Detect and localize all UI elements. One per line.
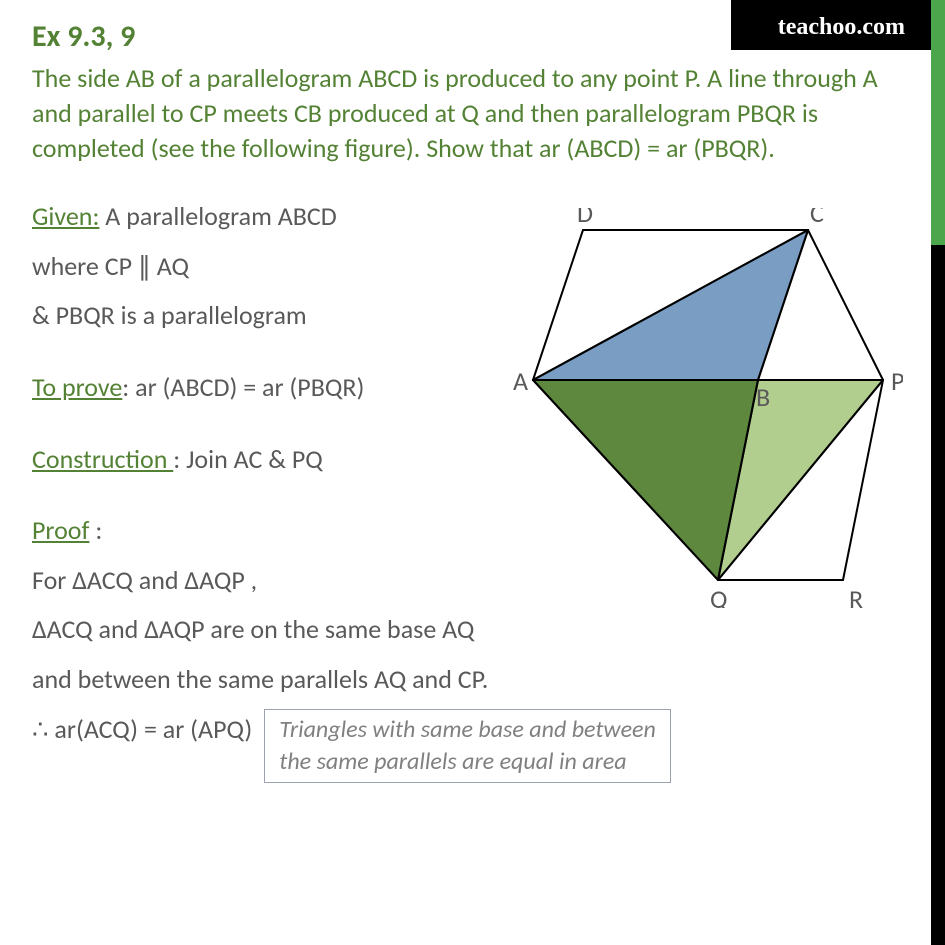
note-line-1: Triangles with same base and between <box>279 714 656 746</box>
construction-label: Construction <box>32 443 173 475</box>
proof-line-4: ∴ ar(ACQ) = ar (APQ) <box>32 709 252 751</box>
svg-text:D: D <box>577 208 593 229</box>
proof-line-2: ∆ACQ and ∆AQP are on the same base AQ <box>32 609 905 651</box>
given-label: Given: <box>32 200 99 232</box>
svg-text:Q: Q <box>710 583 728 608</box>
proof-colon: : <box>89 514 102 546</box>
svg-text:P: P <box>891 365 903 397</box>
watermark: teachoo.com <box>778 14 905 41</box>
geometry-diagram: D C A B P Q R <box>503 208 903 608</box>
to-prove-label: To prove <box>32 371 122 403</box>
note-line-2: the same parallels are equal in area <box>279 746 656 778</box>
proof-line-4-row: ∴ ar(ACQ) = ar (APQ) Triangles with same… <box>32 709 905 784</box>
svg-text:B: B <box>756 381 770 413</box>
construction-text: : Join AC & PQ <box>173 443 322 475</box>
svg-text:C: C <box>810 208 824 229</box>
problem-statement: The side AB of a parallelogram ABCD is p… <box>32 61 905 166</box>
theorem-note: Triangles with same base and between the… <box>264 709 671 784</box>
given-text-1: A parallelogram ABCD <box>99 200 336 232</box>
svg-text:R: R <box>849 583 863 608</box>
proof-line-3: and between the same parallels AQ and CP… <box>32 659 905 701</box>
to-prove-text: : ar (ABCD) = ar (PBQR) <box>122 371 364 403</box>
svg-text:A: A <box>513 365 528 397</box>
proof-label: Proof <box>32 514 89 546</box>
